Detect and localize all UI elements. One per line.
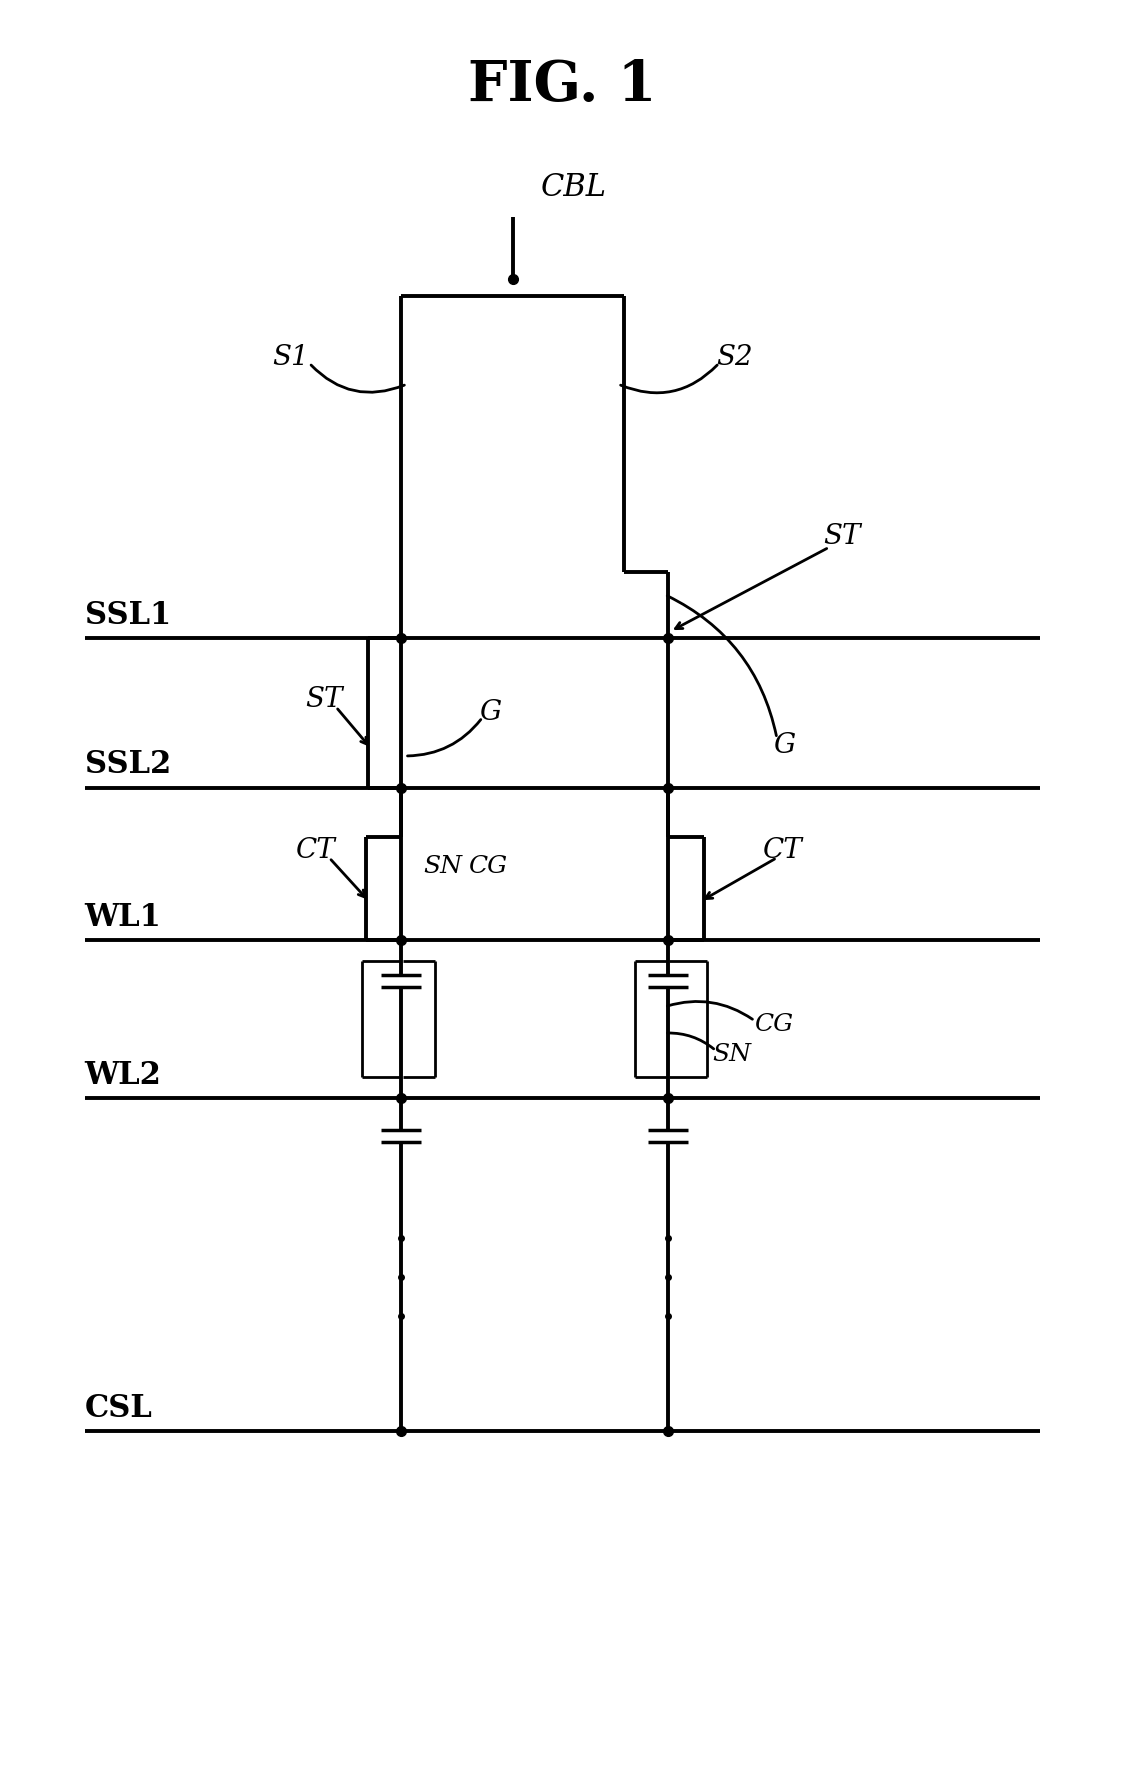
Text: FIG. 1: FIG. 1 — [468, 58, 657, 113]
Text: CBL: CBL — [541, 173, 606, 203]
Text: CG: CG — [754, 1013, 793, 1036]
Text: SSL1: SSL1 — [84, 599, 171, 631]
Text: ST: ST — [305, 686, 342, 713]
Text: WL1: WL1 — [84, 902, 162, 934]
Text: SN: SN — [712, 1043, 752, 1066]
Text: S2: S2 — [717, 345, 753, 371]
Text: CG: CG — [468, 856, 507, 879]
Text: CSL: CSL — [84, 1393, 153, 1423]
Text: ST: ST — [824, 523, 861, 550]
Text: SN: SN — [423, 856, 462, 879]
Text: G: G — [479, 698, 502, 725]
Text: SSL2: SSL2 — [84, 750, 171, 780]
Text: WL2: WL2 — [84, 1059, 162, 1091]
Text: CT: CT — [763, 838, 802, 865]
Text: S1: S1 — [272, 345, 308, 371]
Text: G: G — [774, 732, 795, 758]
Text: CT: CT — [296, 838, 335, 865]
